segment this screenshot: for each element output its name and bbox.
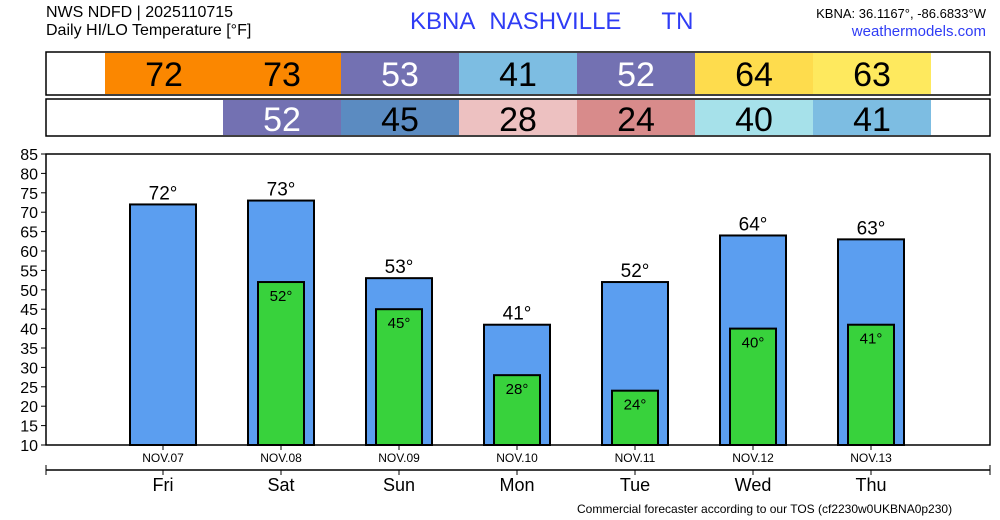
y-tick-label: 75 xyxy=(20,186,38,203)
low-bar xyxy=(847,323,895,446)
low-cell-value: 45 xyxy=(381,101,419,139)
high-cell-value: 72 xyxy=(145,56,183,94)
low-cell xyxy=(459,100,577,135)
date-label: NOV.07 xyxy=(142,451,184,465)
date-label: NOV.08 xyxy=(260,451,302,465)
day-label: Mon xyxy=(499,475,534,495)
low-cell xyxy=(223,100,341,135)
high-cell-value: 52 xyxy=(617,56,655,94)
high-cell-value: 63 xyxy=(853,56,891,94)
high-cell xyxy=(341,53,459,94)
low-bar-label: 40° xyxy=(742,335,765,352)
high-cell-value: 41 xyxy=(499,56,537,94)
y-tick-label: 30 xyxy=(20,360,38,377)
date-label: NOV.11 xyxy=(615,451,656,465)
y-tick-label: 70 xyxy=(20,205,38,222)
high-cell xyxy=(459,53,577,94)
y-tick-label: 65 xyxy=(20,225,38,242)
high-cell xyxy=(105,53,223,94)
high-cell xyxy=(695,53,813,94)
city-name: NASHVILLE xyxy=(489,8,622,35)
low-bar xyxy=(729,327,777,447)
date-label: NOV.13 xyxy=(850,451,892,465)
y-tick-label: 15 xyxy=(20,419,38,436)
high-bar-label: 72° xyxy=(149,183,178,204)
product-line: NWS NDFD | 2025110715 xyxy=(46,4,234,21)
y-tick-label: 80 xyxy=(20,166,38,183)
high-bar-label: 63° xyxy=(857,218,886,239)
high-cell-value: 53 xyxy=(381,56,419,94)
y-tick-label: 45 xyxy=(20,302,38,319)
low-cell-value: 41 xyxy=(853,101,891,139)
high-bar-label: 41° xyxy=(503,304,532,325)
chart-subtitle: Daily HI/LO Temperature [°F] xyxy=(46,22,252,39)
low-bar xyxy=(257,281,305,447)
low-cell-value: 52 xyxy=(263,101,301,139)
date-label: NOV.10 xyxy=(496,451,538,465)
high-cell xyxy=(813,53,931,94)
footer-note: Commercial forecaster according to our T… xyxy=(577,502,953,516)
y-tick-label: 50 xyxy=(20,283,38,300)
day-label: Thu xyxy=(855,475,886,495)
y-tick-label: 35 xyxy=(20,341,38,358)
station-id: KBNA xyxy=(410,8,476,35)
high-cell xyxy=(223,53,341,94)
low-cell-value: 40 xyxy=(735,101,773,139)
low-cell xyxy=(577,100,695,135)
high-bar xyxy=(129,203,197,446)
low-cell xyxy=(813,100,931,135)
low-cell-value: 24 xyxy=(617,101,655,139)
low-bar-label: 41° xyxy=(860,331,883,348)
low-bar-label: 24° xyxy=(624,397,647,414)
high-bar-label: 53° xyxy=(385,257,414,278)
day-label: Sat xyxy=(267,475,294,495)
day-label: Fri xyxy=(153,475,174,495)
date-label: NOV.12 xyxy=(732,451,774,465)
high-bar-label: 73° xyxy=(267,180,296,201)
low-bar xyxy=(493,374,541,446)
high-cell xyxy=(577,53,695,94)
high-bar-label: 64° xyxy=(739,214,768,235)
coordinates: KBNA: 36.1167°, -86.6833°W xyxy=(816,6,986,21)
state-name: TN xyxy=(661,8,694,35)
y-tick-label: 40 xyxy=(20,322,38,339)
y-tick-label: 10 xyxy=(20,438,38,455)
day-label: Tue xyxy=(620,475,650,495)
low-cell-value: 28 xyxy=(499,101,537,139)
y-tick-label: 20 xyxy=(20,399,38,416)
y-tick-label: 55 xyxy=(20,263,38,280)
day-label: Wed xyxy=(735,475,772,495)
low-cell xyxy=(695,100,813,135)
station-title: KBNA NASHVILLE TN xyxy=(410,8,707,36)
low-bar-label: 52° xyxy=(270,288,293,305)
date-label: NOV.09 xyxy=(378,451,420,465)
high-bar-label: 52° xyxy=(621,261,650,282)
y-tick-label: 85 xyxy=(20,147,38,164)
y-tick-label: 60 xyxy=(20,244,38,261)
y-tick-label: 25 xyxy=(20,380,38,397)
site-link[interactable]: weathermodels.com xyxy=(851,23,986,40)
low-bar-label: 28° xyxy=(506,381,529,398)
high-cell-value: 64 xyxy=(735,56,773,94)
low-cell xyxy=(341,100,459,135)
high-cell-value: 73 xyxy=(263,56,301,94)
day-label: Sun xyxy=(383,475,415,495)
low-bar-label: 45° xyxy=(388,315,411,332)
